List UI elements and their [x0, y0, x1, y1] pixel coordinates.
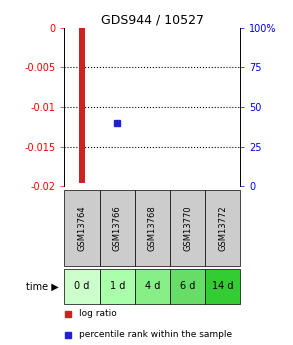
- Bar: [205, 269, 240, 304]
- Text: log ratio: log ratio: [79, 309, 116, 318]
- Text: 1 d: 1 d: [110, 282, 125, 291]
- Text: 6 d: 6 d: [180, 282, 195, 291]
- Bar: [64, 269, 100, 304]
- Bar: [170, 190, 205, 266]
- Text: GSM13772: GSM13772: [218, 205, 227, 250]
- Bar: [100, 190, 135, 266]
- Bar: [64, 190, 100, 266]
- Title: GDS944 / 10527: GDS944 / 10527: [101, 13, 204, 27]
- Text: GSM13770: GSM13770: [183, 205, 192, 250]
- Text: percentile rank within the sample: percentile rank within the sample: [79, 330, 232, 339]
- Text: GSM13768: GSM13768: [148, 205, 157, 250]
- Text: 0 d: 0 d: [74, 282, 90, 291]
- Bar: [170, 269, 205, 304]
- Text: GSM13764: GSM13764: [78, 205, 86, 250]
- Bar: [135, 190, 170, 266]
- Text: 4 d: 4 d: [145, 282, 160, 291]
- Bar: [100, 269, 135, 304]
- Text: time ▶: time ▶: [26, 282, 59, 291]
- Text: GSM13766: GSM13766: [113, 205, 122, 250]
- Bar: [135, 269, 170, 304]
- Bar: [79, 28, 85, 183]
- Bar: [205, 190, 240, 266]
- Text: 14 d: 14 d: [212, 282, 234, 291]
